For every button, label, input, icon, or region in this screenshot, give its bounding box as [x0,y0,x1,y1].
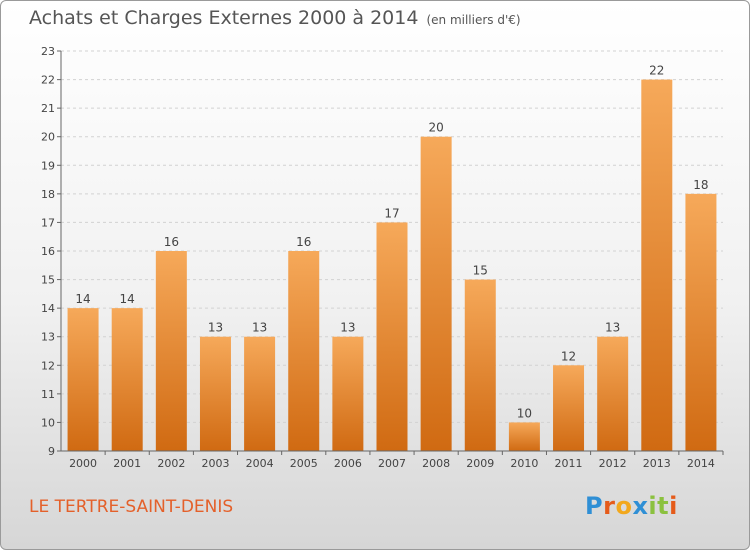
bar-2004 [244,336,276,451]
bar-2013 [641,79,673,452]
x-tick-label: 2003 [201,457,229,470]
y-tick-label: 22 [41,74,55,87]
bar-2006 [332,336,364,451]
bar-2007 [376,222,408,451]
y-tick-label: 10 [41,416,55,429]
y-tick-label: 23 [41,45,55,58]
y-tick-labels: 9 10 11 12 13 14 15 16 17 18 19 20 21 22 23 [41,45,61,458]
data-label-2011: 12 [561,349,576,363]
x-tick-label: 2000 [69,457,97,470]
bar-2008 [420,136,452,451]
logo-letter: t [657,492,670,520]
logo-letter: i [669,492,678,520]
x-tick-label: 2013 [643,457,671,470]
data-label-2007: 17 [384,206,399,220]
proxiti-logo: Proxiti [585,492,678,520]
x-tick-label: 2010 [510,457,538,470]
bar-2010 [508,422,540,451]
unit-note: (en milliers d'€) [426,13,521,27]
data-label-2006: 13 [340,321,355,335]
bar-2005 [288,251,320,451]
x-tick-label: 2002 [157,457,185,470]
data-label-2002: 16 [164,235,179,249]
logo-letter: P [585,492,604,520]
data-label-2005: 16 [296,235,311,249]
bar-2000 [67,308,99,451]
data-label-2003: 13 [208,321,223,335]
data-labels: 14 14 16 13 13 16 13 17 20 15 10 12 13 22 18 [75,64,708,421]
x-tick-labels: 2000 2001 2002 2003 2004 2005 2006 2007 2008 2009… [69,451,724,470]
data-label-2014: 18 [693,178,708,192]
y-tick-label: 13 [41,331,55,344]
chart-title: Achats et Charges Externes 2000 à 2014 (e… [29,7,521,29]
y-tick-label: 21 [41,102,55,115]
x-tick-label: 2011 [555,457,583,470]
data-label-2009: 15 [473,264,488,278]
y-tick-label: 16 [41,245,55,258]
logo-letter: o [615,492,633,520]
data-label-2004: 13 [252,321,267,335]
data-label-2008: 20 [428,121,443,135]
y-tick-label: 17 [41,216,55,229]
y-tick-label: 12 [41,359,55,372]
data-label-2000: 14 [75,292,90,306]
title-text: Achats et Charges Externes 2000 à 2014 [29,7,419,29]
y-tick-label: 18 [41,188,55,201]
x-tick-label: 2012 [599,457,627,470]
bar-2001 [111,308,143,451]
x-tick-label: 2005 [290,457,318,470]
bar-2003 [199,336,231,451]
commune-name: LE TERTRE-SAINT-DENIS [29,497,234,517]
x-tick-label: 2006 [334,457,362,470]
x-tick-label: 2007 [378,457,406,470]
x-tick-label: 2004 [246,457,274,470]
data-label-2010: 10 [517,406,532,420]
y-tick-label: 19 [41,159,55,172]
bars [67,79,717,452]
data-label-2012: 13 [605,321,620,335]
logo-letter: x [632,492,649,520]
x-tick-label: 2009 [466,457,494,470]
y-tick-label: 15 [41,274,55,287]
data-label-2013: 22 [649,64,664,78]
bar-2011 [553,365,585,451]
bar-2009 [464,279,496,451]
bar-2014 [685,193,717,451]
data-label-2001: 14 [120,292,135,306]
bar-2002 [155,251,187,451]
logo-letter: r [603,492,616,520]
y-tick-label: 20 [41,131,55,144]
x-tick-label: 2008 [422,457,450,470]
y-tick-label: 9 [48,445,55,458]
x-tick-label: 2001 [113,457,141,470]
y-tick-label: 11 [41,388,55,401]
logo-letter: i [648,492,658,520]
y-tick-label: 14 [41,302,55,315]
x-tick-label: 2014 [687,457,715,470]
bar-2012 [597,336,629,451]
